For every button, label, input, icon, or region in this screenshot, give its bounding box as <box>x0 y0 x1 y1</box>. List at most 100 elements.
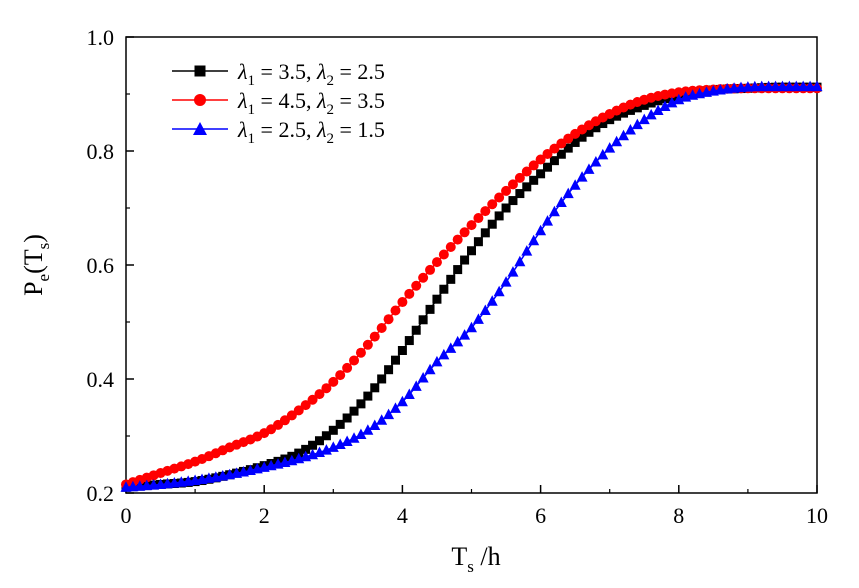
legend-entry-1: λ1 = 3.5, λ2 = 2.5 <box>172 59 385 89</box>
x-tick-label: 4 <box>397 503 408 528</box>
data-point-triangle <box>583 163 595 174</box>
legend-marker-circle <box>194 94 206 106</box>
data-point-square <box>411 325 421 335</box>
data-point-square <box>432 294 442 304</box>
data-point-circle <box>418 272 429 283</box>
data-point-triangle <box>479 304 491 316</box>
plot-frame <box>125 36 818 494</box>
data-point-triangle <box>797 80 809 92</box>
data-point-triangle <box>590 155 602 167</box>
legend-label-2: λ1 = 4.5, λ2 = 3.5 <box>237 88 385 118</box>
data-point-square <box>328 425 338 435</box>
data-point-triangle <box>348 432 360 443</box>
data-point-square <box>577 132 587 142</box>
data-point-circle <box>431 257 442 268</box>
data-point-circle <box>473 213 484 224</box>
series-line <box>125 87 817 486</box>
data-point-square <box>363 391 373 401</box>
axis-tick-labels: 0 2 4 6 8 10 0.2 0.4 0.6 0.8 1.0 <box>87 25 829 528</box>
data-point-circle <box>466 220 477 231</box>
data-point-square <box>453 265 463 275</box>
series-2 <box>121 83 822 490</box>
data-point-circle <box>514 172 525 183</box>
data-point-circle <box>355 347 366 358</box>
data-point-square <box>529 175 539 185</box>
data-point-triangle <box>548 205 560 217</box>
data-point-triangle <box>486 295 498 306</box>
data-point-triangle <box>756 80 768 92</box>
data-point-square <box>543 162 553 172</box>
data-point-circle <box>452 234 463 245</box>
legend-marker-square <box>194 65 206 77</box>
data-point-circle <box>487 199 498 210</box>
data-point-square <box>556 149 566 159</box>
data-point-square <box>605 115 615 125</box>
data-point-circle <box>349 355 360 366</box>
data-point-square <box>522 182 532 192</box>
series-1 <box>121 82 822 492</box>
data-point-triangle <box>507 266 519 277</box>
legend-entry-3: λ1 = 2.5, λ2 = 1.5 <box>172 117 385 147</box>
data-point-square <box>301 444 311 454</box>
data-point-square <box>536 169 546 179</box>
y-tick-label: 0.4 <box>87 367 115 392</box>
data-point-triangle <box>521 245 533 256</box>
data-point-square <box>397 346 407 355</box>
data-point-square <box>584 127 594 137</box>
data-point-square <box>625 105 635 115</box>
x-tick-label: 8 <box>673 503 684 528</box>
data-point-square <box>563 143 573 153</box>
data-point-triangle <box>424 363 436 375</box>
data-point-square <box>591 123 601 133</box>
data-point-square <box>598 119 608 129</box>
data-point-triangle <box>555 196 567 208</box>
data-point-square <box>632 103 642 113</box>
legend-marker-triangle <box>193 122 207 135</box>
y-tick-label: 0.2 <box>87 481 115 506</box>
x-axis-title: Ts /h <box>451 542 500 576</box>
data-point-triangle <box>569 179 581 190</box>
plot-area-border <box>125 36 818 494</box>
data-point-triangle <box>624 124 636 135</box>
data-point-square <box>639 100 649 110</box>
x-tick-label: 6 <box>535 503 546 528</box>
x-tick-label: 2 <box>259 503 270 528</box>
data-point-square <box>349 406 359 416</box>
data-point-triangle <box>811 80 823 92</box>
data-point-circle <box>535 154 546 165</box>
data-point-square <box>321 431 331 441</box>
data-point-circle <box>307 394 318 405</box>
data-point-circle <box>390 305 401 316</box>
data-point-circle <box>445 241 456 252</box>
data-point-triangle <box>362 424 374 435</box>
data-point-triangle <box>638 113 650 125</box>
data-point-square <box>370 383 380 393</box>
data-point-square <box>501 203 511 213</box>
legend-label-1: λ1 = 3.5, λ2 = 2.5 <box>237 59 385 89</box>
data-point-circle <box>438 249 449 260</box>
data-point-circle <box>279 415 290 426</box>
data-point-circle <box>293 405 304 416</box>
data-point-square <box>335 419 345 429</box>
data-point-circle <box>542 148 553 159</box>
data-point-circle <box>494 192 505 203</box>
data-point-circle <box>528 160 539 171</box>
data-point-triangle <box>452 335 464 347</box>
data-point-triangle <box>576 171 588 182</box>
data-point-circle <box>335 370 346 381</box>
data-point-square <box>487 219 497 229</box>
data-point-triangle <box>652 104 664 116</box>
data-point-circle <box>314 389 325 400</box>
data-point-triangle <box>389 402 401 413</box>
data-point-square <box>425 304 435 314</box>
data-point-triangle <box>611 135 623 147</box>
series-3 <box>120 80 823 492</box>
series-layer <box>120 80 823 492</box>
data-point-square <box>342 413 352 423</box>
data-point-triangle <box>804 80 816 92</box>
data-point-triangle <box>466 321 477 333</box>
data-point-triangle <box>376 414 388 425</box>
data-point-triangle <box>770 80 782 92</box>
data-point-square <box>480 228 490 238</box>
